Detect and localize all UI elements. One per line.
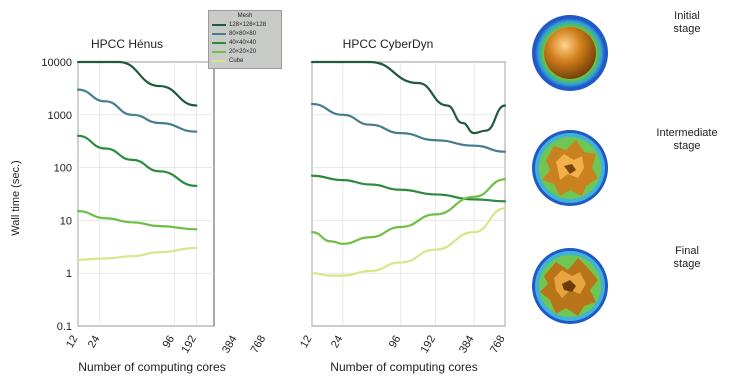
series-line-1	[310, 60, 507, 135]
x-tick-label: 768	[488, 334, 508, 356]
chart-1-xlabel: Number of computing cores	[78, 360, 225, 374]
chart-2-xlabel: Number of computing cores	[330, 360, 477, 374]
stage-image-intermediate	[532, 130, 608, 206]
x-tick-label: 12	[298, 334, 315, 351]
chart-2-plot-area	[311, 61, 506, 327]
y-tick-label: 1000	[48, 110, 72, 122]
legend-label: 20×20×20	[229, 48, 257, 55]
x-tick-label: 96	[161, 334, 178, 351]
series-line-5	[76, 246, 198, 261]
legend-item: 20×20×20	[212, 47, 278, 56]
x-tick-label: 192	[179, 334, 199, 356]
legend-title: Mesh	[237, 13, 253, 19]
stage-label-line: stage	[673, 140, 701, 152]
x-tick-label: 12	[64, 334, 81, 351]
series-line-4	[310, 178, 507, 245]
legend-item: Cube	[212, 56, 278, 65]
legend-swatch	[212, 23, 226, 26]
chart-1-plot-area	[77, 61, 215, 327]
stage-label-intermediate: Intermediate stage	[642, 127, 732, 153]
stage-label-final: Final stage	[642, 245, 732, 271]
x-tick-label: 384	[457, 334, 477, 356]
y-tick-label: 0.1	[57, 321, 72, 333]
series-line-3	[310, 174, 507, 203]
y-tick-label: 10	[60, 215, 72, 227]
series-line-4	[76, 210, 198, 231]
legend-swatch	[212, 32, 226, 35]
legend-label: 128×128×128	[229, 21, 267, 28]
series-line-5	[310, 207, 507, 277]
legend-label: 80×80×80	[229, 30, 257, 37]
legend-swatch	[212, 41, 226, 44]
legend-swatch	[212, 59, 226, 62]
legend-item: 128×128×128	[212, 20, 278, 29]
x-tick-label: 384	[220, 334, 240, 356]
x-tick-label: 24	[329, 334, 346, 351]
legend-label: 40×40×40	[229, 39, 257, 46]
chart-panel-1: HPCC Hénus 0.1 1 10 100 1000 10000 12 24 96 192 3…	[10, 37, 268, 374]
stage-image-initial	[532, 15, 608, 91]
chart-1-title: HPCC Hénus	[91, 37, 163, 51]
y-tick-label: 10000	[41, 57, 72, 69]
chart-2-title: HPCC CyberDyn	[343, 37, 434, 51]
stage-label-line: stage	[673, 258, 701, 270]
y-tick-label: 1	[66, 268, 72, 280]
series-line-3	[76, 134, 198, 188]
legend-item: 40×40×40	[212, 38, 278, 47]
legend-label: Cube	[229, 57, 244, 64]
series-line-2	[310, 102, 507, 153]
chart-1-ylabel: Wall time (sec.)	[10, 160, 22, 235]
x-tick-label: 768	[249, 334, 269, 356]
legend-item: 80×80×80	[212, 29, 278, 38]
x-tick-label: 96	[387, 334, 404, 351]
stage-label-line: Final	[675, 245, 699, 257]
x-tick-label: 192	[419, 334, 439, 356]
chart-panel-2: HPCC CyberDyn 12 24 96 192 384 768 Number of …	[298, 37, 508, 374]
stage-image-final	[532, 248, 608, 324]
stage-label-line: Intermediate	[656, 127, 718, 139]
series-line-2	[76, 88, 198, 133]
stage-label-initial: Initial stage	[642, 10, 732, 36]
y-tick-label: 100	[54, 163, 72, 175]
series-line-1	[76, 60, 198, 107]
stage-label-line: stage	[673, 23, 701, 35]
stage-label-line: Initial	[674, 10, 700, 22]
legend-swatch	[212, 50, 226, 53]
x-tick-label: 24	[86, 334, 103, 351]
legend: Mesh 128×128×128 80×80×80 40×40×40 20×20…	[208, 10, 282, 69]
